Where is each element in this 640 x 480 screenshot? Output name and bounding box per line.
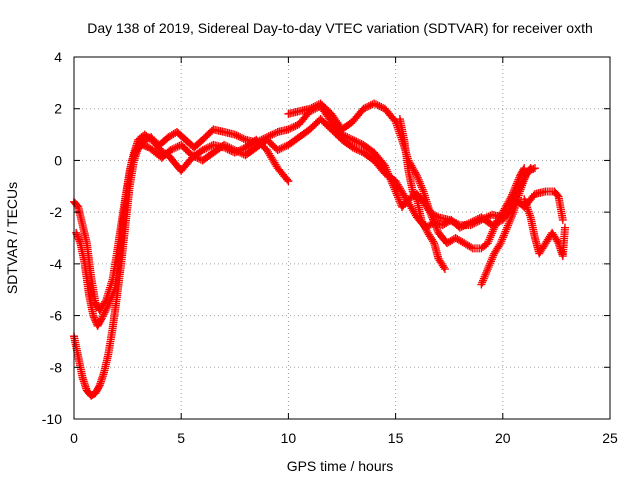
series-track-g	[520, 195, 569, 261]
y-tick-label: -8	[50, 359, 63, 375]
series-track-f	[477, 164, 535, 289]
x-tick-label: 25	[602, 430, 618, 446]
y-tick-label: 0	[54, 152, 62, 168]
x-tick-label: 5	[177, 430, 185, 446]
series-track-e	[395, 115, 449, 274]
x-tick-label: 20	[495, 430, 511, 446]
y-tick-label: -10	[42, 411, 62, 427]
x-tick-label: 0	[70, 430, 78, 446]
x-axis-label: GPS time / hours	[287, 458, 394, 474]
chart-title: Day 138 of 2019, Sidereal Day-to-day VTE…	[87, 20, 593, 36]
plot-frame	[73, 56, 611, 420]
y-tick-label: 4	[54, 49, 62, 65]
y-tick-label: -4	[50, 256, 63, 272]
y-axis-label: SDTVAR / TECUs	[4, 182, 20, 294]
x-tick-label: 15	[388, 430, 404, 446]
axis-ticks	[73, 56, 611, 420]
x-tick-label: 10	[281, 430, 297, 446]
y-tick-label: -6	[50, 308, 63, 324]
y-tick-label: 2	[54, 101, 62, 117]
tick-labels: 0 5 10 15 20 25 -10 -8 -6 -4 -2 0 2 4	[42, 49, 618, 446]
y-tick-label: -2	[50, 204, 63, 220]
